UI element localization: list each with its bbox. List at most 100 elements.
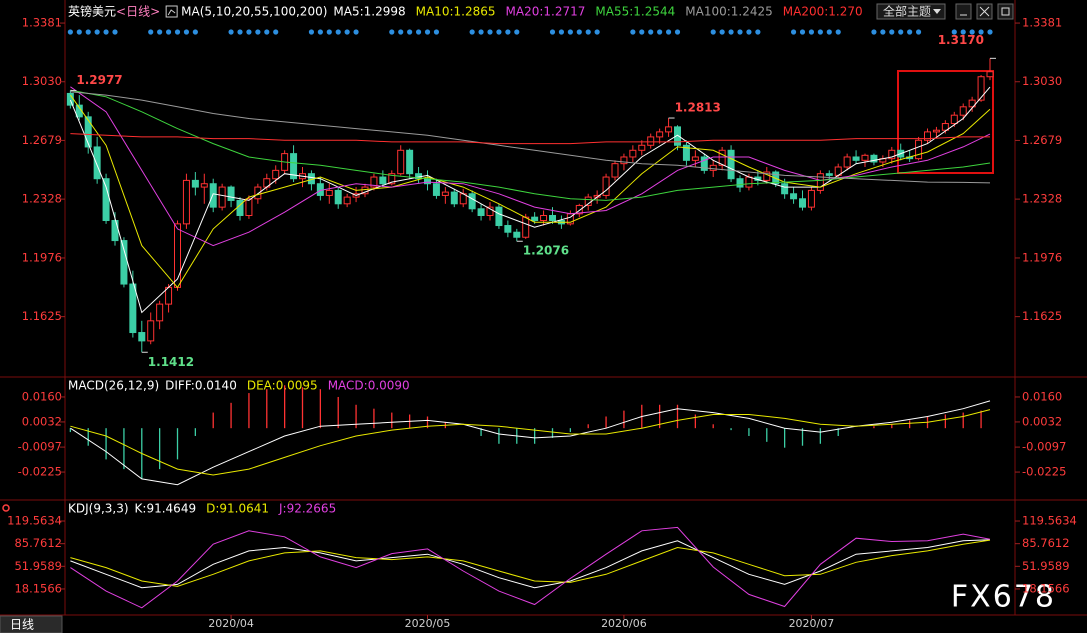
y-tick-label: -0.0225 — [18, 465, 62, 479]
candle-body — [379, 176, 387, 185]
button-frame — [955, 3, 972, 20]
indicator-line — [70, 400, 991, 486]
signal-dot — [835, 29, 841, 35]
signal-dot — [871, 29, 877, 35]
candle-body — [915, 139, 923, 160]
y-tick-label: 0.0160 — [22, 389, 62, 403]
signal-dot — [969, 29, 975, 35]
candle-body — [540, 214, 548, 222]
candle-body — [397, 149, 405, 175]
signal-dot — [808, 29, 815, 35]
signal-dot — [398, 29, 404, 35]
window-button[interactable] — [997, 3, 1014, 20]
y-tick-label-right: 1.1976 — [1022, 250, 1062, 264]
signal-dot — [558, 29, 565, 35]
extreme-label: 1.2076 — [523, 244, 569, 258]
y-tick-label-right: -0.0097 — [1022, 440, 1066, 454]
tab-frame — [0, 615, 63, 633]
signal-dot — [567, 29, 573, 35]
period-tab[interactable]: 日线 — [0, 615, 63, 633]
y-tick-label: 1.1625 — [22, 309, 62, 323]
signal-dot — [817, 29, 823, 35]
signal-dot — [389, 29, 395, 35]
signal-dot — [335, 29, 341, 35]
x-tick-label: 2020/05 — [405, 617, 451, 630]
signal-dot — [344, 29, 350, 35]
candle-body — [218, 186, 226, 208]
signal-dot — [433, 29, 440, 35]
icon — [979, 6, 990, 17]
signal-dot — [951, 29, 957, 35]
signal-dot — [799, 29, 806, 35]
indicator-line — [70, 539, 991, 589]
candle-body — [513, 231, 521, 238]
legend-entry: MA(5,10,20,55,100,200) — [181, 5, 327, 19]
candle-body — [638, 144, 646, 151]
candle-body — [602, 176, 610, 196]
legend-entry: MA10:1.2865 — [416, 5, 496, 19]
indicator-line — [70, 409, 991, 476]
y-tick-label: -0.0097 — [18, 440, 62, 454]
candle-body — [450, 191, 458, 205]
candle-body — [888, 149, 896, 160]
signal-dot — [978, 29, 984, 35]
signal-dot — [594, 29, 600, 35]
button-frame — [997, 3, 1014, 20]
signal-dot — [657, 29, 663, 35]
indicator-line — [70, 91, 991, 184]
signal-dot — [183, 29, 190, 35]
signal-dot — [665, 29, 672, 35]
signal-dot — [639, 29, 645, 35]
legend-entry: MA200:1.270 — [783, 5, 863, 19]
window-button[interactable] — [976, 3, 993, 20]
signal-dot — [308, 29, 315, 35]
candle-body — [665, 126, 673, 133]
candle-body — [272, 169, 280, 180]
signal-dot — [826, 29, 832, 35]
theme-button[interactable]: 全部主题 — [876, 3, 946, 20]
candle-body — [424, 178, 431, 185]
signal-dot — [746, 29, 752, 35]
candle-body — [647, 136, 655, 146]
signal-dot — [112, 29, 118, 35]
signal-dot — [264, 29, 270, 35]
window-button[interactable] — [955, 3, 972, 20]
y-tick-label: 1.1976 — [22, 250, 62, 264]
candle-body — [182, 179, 190, 225]
signal-dot — [755, 29, 761, 35]
legend-entry: MA100:1.2425 — [685, 5, 773, 19]
candle-body — [968, 99, 976, 108]
signal-dot — [648, 29, 654, 35]
signal-dot — [576, 29, 582, 35]
y-tick-label-right: 1.3381 — [1022, 16, 1062, 30]
candle-body — [781, 183, 789, 195]
legend-entry: MACD(26,12,9) — [68, 379, 159, 393]
signal-dot — [719, 29, 725, 35]
candle-body — [941, 123, 949, 131]
candle-body — [843, 156, 851, 168]
signal-dot — [273, 29, 279, 35]
signal-dot — [165, 29, 172, 35]
candle-body — [977, 76, 985, 101]
candle-body — [120, 240, 128, 285]
signal-dot — [317, 29, 323, 35]
candle-body — [611, 163, 619, 178]
signal-dot — [710, 29, 716, 35]
signal-dot — [148, 29, 154, 35]
legend-entry: D:91.0641 — [206, 502, 269, 516]
y-tick-label: 1.3381 — [22, 16, 62, 30]
signal-dot — [889, 29, 895, 35]
legend-entry: MA20:1.2717 — [506, 5, 586, 19]
signal-dot — [487, 29, 493, 35]
candle-body — [406, 149, 414, 175]
signal-dot — [514, 29, 520, 35]
y-tick-label: 85.7612 — [14, 536, 62, 550]
candle-body — [477, 208, 485, 216]
candle-body — [138, 332, 146, 342]
signal-dot — [737, 29, 743, 35]
legend-entry: DIFF:0.0140 — [165, 379, 237, 393]
candle-body — [790, 193, 798, 200]
indicator-icon — [167, 9, 176, 16]
candle-body — [245, 198, 253, 216]
candle-body — [370, 176, 378, 188]
